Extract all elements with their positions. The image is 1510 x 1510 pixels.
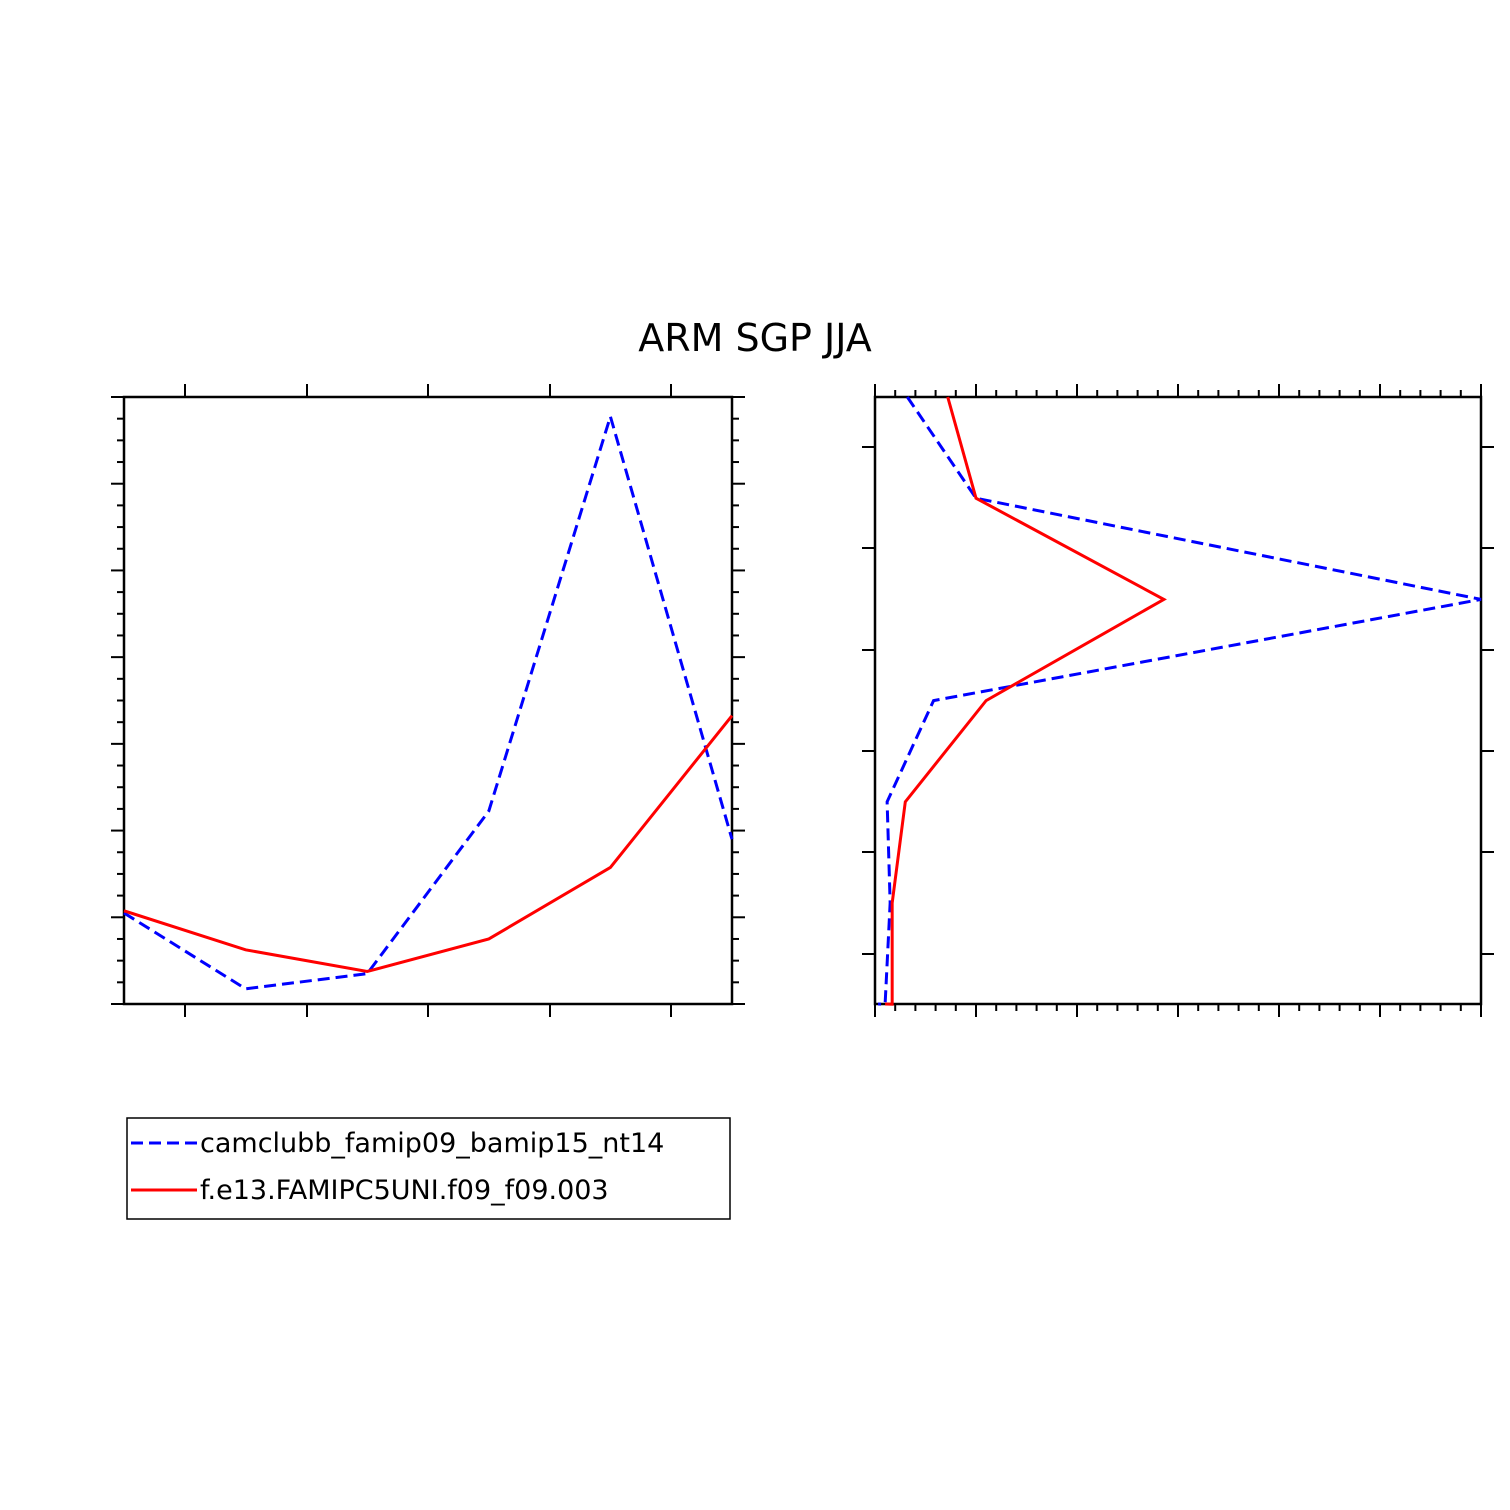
series-line-1 <box>877 396 1482 1006</box>
legend: camclubb_famip09_bamip15_nt14 f.e13.FAMI… <box>126 1117 731 1220</box>
right-plot-frame <box>873 395 1483 1006</box>
series-line-1 <box>123 411 734 991</box>
series-line-2 <box>885 396 1167 1006</box>
legend-label-series-2: f.e13.FAMIPC5UNI.f09_f09.003 <box>200 1175 609 1206</box>
legend-label-series-1: camclubb_famip09_bamip15_nt14 <box>200 1128 664 1159</box>
left-plot-frame <box>122 395 734 1006</box>
left-plot-optical-depth <box>111 384 745 1017</box>
chart-title: ARM SGP JJA <box>638 316 872 360</box>
series-line-2 <box>123 714 734 974</box>
right-plot-cloud-top-pressure <box>862 384 1494 1017</box>
legend-box <box>126 1117 731 1220</box>
